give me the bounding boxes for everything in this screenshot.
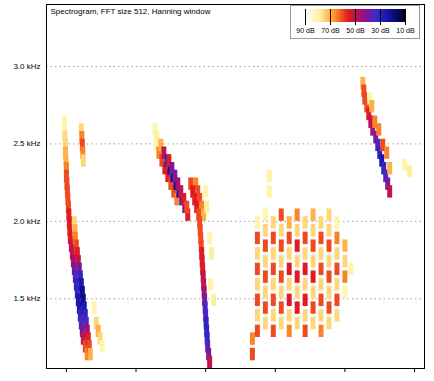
svg-text:3.0 kHz: 3.0 kHz xyxy=(13,62,40,71)
svg-text:1.5 kHz: 1.5 kHz xyxy=(13,294,40,303)
svg-text:30 dB: 30 dB xyxy=(371,27,390,34)
svg-text:2.5 kHz: 2.5 kHz xyxy=(13,139,40,148)
svg-text:70 dB: 70 dB xyxy=(321,27,340,34)
svg-text:Spectrogram, FFT size 512, Han: Spectrogram, FFT size 512, Hanning windo… xyxy=(51,7,211,16)
svg-text:50 dB: 50 dB xyxy=(346,27,365,34)
svg-text:2.0 kHz: 2.0 kHz xyxy=(13,217,40,226)
svg-text:90 dB: 90 dB xyxy=(296,27,315,34)
svg-text:10 dB: 10 dB xyxy=(396,27,415,34)
